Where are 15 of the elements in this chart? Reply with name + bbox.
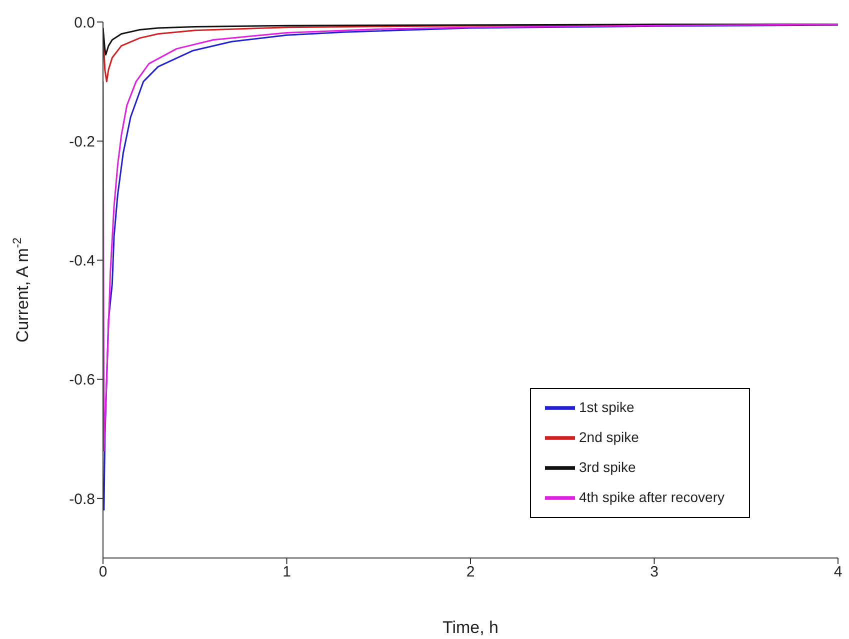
- y-tick-label: -0.8: [69, 490, 95, 508]
- legend-label: 2nd spike: [579, 429, 639, 446]
- x-axis-title: Time, h: [442, 618, 499, 637]
- legend-label: 3rd spike: [579, 459, 636, 476]
- legend-label: 1st spike: [579, 399, 634, 416]
- x-tick-label: 2: [466, 564, 475, 581]
- x-tick-label: 1: [282, 564, 291, 581]
- y-tick-label: -0.2: [69, 133, 95, 150]
- y-tick-label: -0.6: [69, 372, 95, 389]
- y-tick-label: 0.0: [74, 14, 95, 32]
- legend-label: 4th spike after recovery: [579, 489, 725, 506]
- x-tick-label: 4: [834, 564, 842, 581]
- x-tick-label: 3: [650, 564, 658, 581]
- x-tick-label: 0: [98, 564, 108, 581]
- y-tick-label: -0.4: [69, 252, 95, 270]
